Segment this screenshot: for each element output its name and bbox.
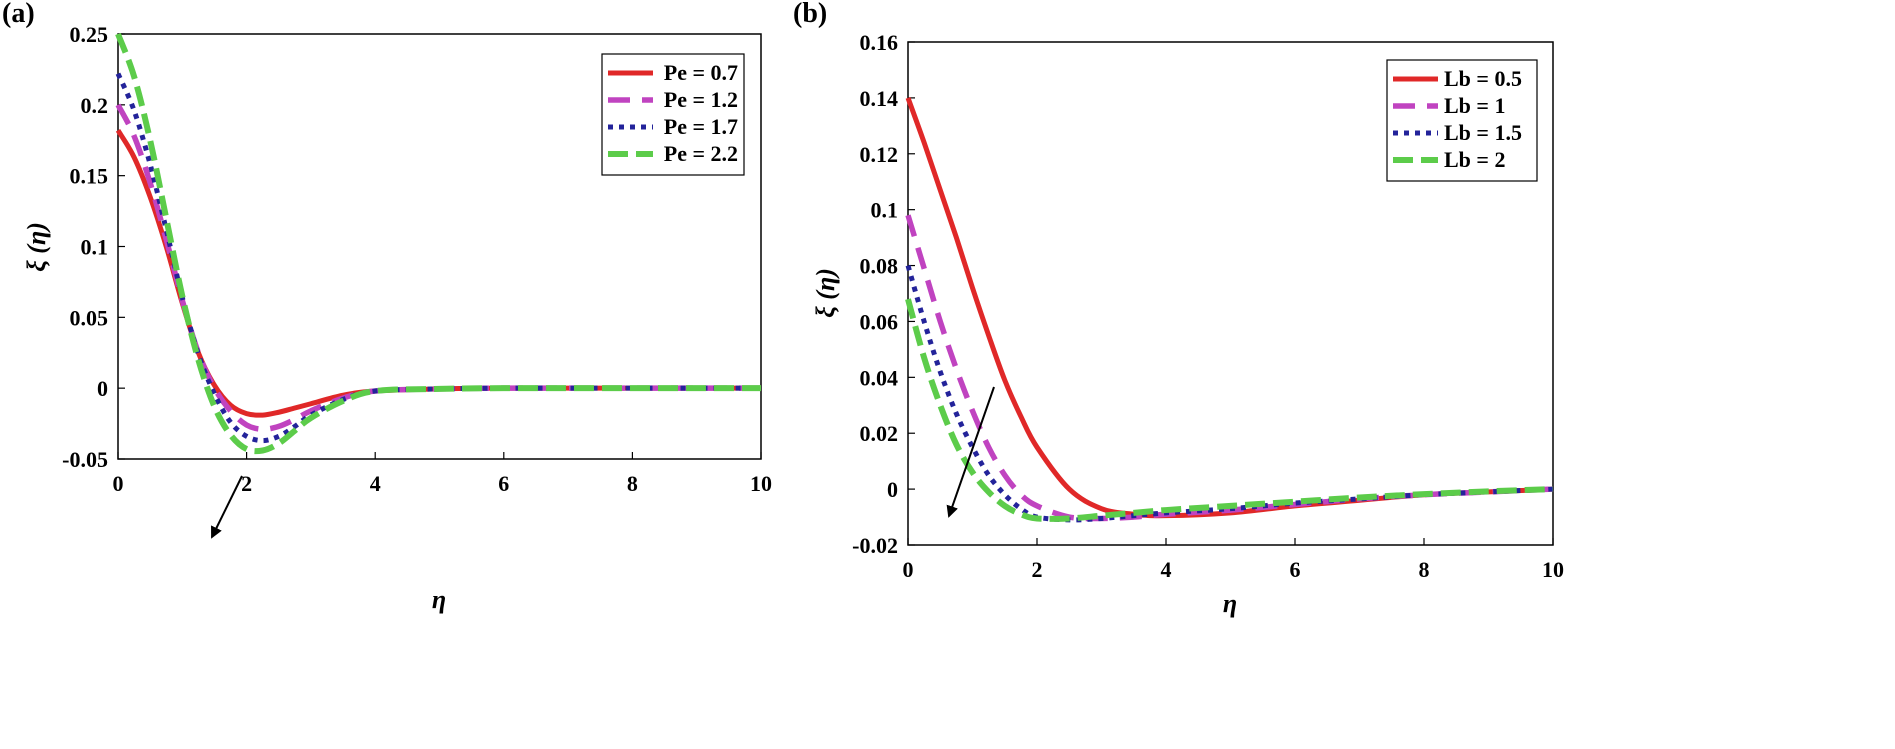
a-xtick-label: 4 [370,471,381,496]
panel-b-y-axis-label: ξ (η) [811,268,840,318]
panel-a-x-axis: 0 2 4 6 8 10 [113,452,772,496]
panel-b-series [905,97,1554,523]
b-ytick-label: 0.1 [871,198,899,223]
b-ytick-label: 0.08 [860,254,899,279]
b-xtick-label: 10 [1542,557,1564,582]
panel-a-y-axis-label: ξ (η) [22,222,51,272]
panel-b-legend: Lb = 0.5 Lb = 1 Lb = 1.5 Lb = 2 [1386,59,1538,182]
panel-a-series [115,32,761,455]
panel-a-trend-arrow [211,475,243,539]
legend-label-lb-2: Lb = 2 [1444,147,1505,172]
legend-label-lb-0.5: Lb = 0.5 [1444,66,1522,91]
series-line-lb-1 [905,214,1554,522]
legend-label-pe-1.7: Pe = 1.7 [664,114,738,139]
b-ytick-label: 0 [887,477,898,502]
b-ytick-label: 0.06 [860,309,899,334]
a-ytick-label: 0.2 [81,93,109,118]
panel-b-y-axis: -0.02 0 0.02 0.04 0.06 0.08 0.1 0.12 0.1… [852,30,915,558]
panel-a-label: (a) [2,0,35,29]
series-line-lb-2 [905,298,1554,522]
series-line-pe-2.2 [115,32,761,455]
a-xtick-label: 10 [750,471,772,496]
panel-b-x-axis: 0 2 4 6 8 10 [903,538,1564,582]
legend-label-lb-1.5: Lb = 1.5 [1444,120,1522,145]
b-xtick-label: 0 [903,557,914,582]
b-ytick-label: -0.02 [852,533,898,558]
a-xtick-label: 8 [627,471,638,496]
panel-b-plot-frame [907,41,1554,546]
series-line-pe-1.2 [115,103,761,433]
legend-label-pe-0.7: Pe = 0.7 [664,60,738,85]
legend-label-pe-1.2: Pe = 1.2 [664,87,738,112]
a-xtick-label: 2 [241,471,252,496]
panel-b-trend-arrow [946,386,995,518]
a-xtick-label: 6 [498,471,509,496]
series-line-lb-1.5 [905,264,1554,523]
panel-a-y-axis: -0.05 0 0.05 0.1 0.15 0.2 0.25 [62,22,125,472]
b-xtick-label: 4 [1161,557,1172,582]
panel-a-legend: Pe = 0.7 Pe = 1.2 Pe = 1.7 Pe = 2.2 [601,53,745,176]
b-ytick-label: 0.04 [860,365,899,390]
legend-label-pe-2.2: Pe = 2.2 [664,141,738,166]
a-ytick-label: 0 [97,376,108,401]
b-xtick-label: 2 [1032,557,1043,582]
a-xtick-label: 0 [113,471,124,496]
b-ytick-label: 0.02 [860,421,899,446]
legend-label-lb-1: Lb = 1 [1444,93,1505,118]
a-ytick-label: 0.05 [70,305,109,330]
panel-b: (b) -0.02 0 0.02 0.04 0.06 0.08 0.1 0.12… [793,0,1564,618]
a-ytick-label: 0.15 [70,164,109,189]
b-xtick-label: 8 [1419,557,1430,582]
a-ytick-label: 0.1 [81,235,109,260]
b-ytick-label: 0.14 [860,86,899,111]
a-ytick-label: -0.05 [62,447,108,472]
panel-a: (a) -0.05 0 0.05 0.1 0.15 0.2 0.25 0 2 4… [2,0,772,614]
b-ytick-label: 0.12 [860,142,899,167]
a-ytick-label: 0.25 [70,22,109,47]
panel-a-x-axis-label: η [432,585,446,614]
b-xtick-label: 6 [1290,557,1301,582]
b-ytick-label: 0.16 [860,30,899,55]
panel-b-label: (b) [793,0,827,29]
panel-b-x-axis-label: η [1223,589,1237,618]
